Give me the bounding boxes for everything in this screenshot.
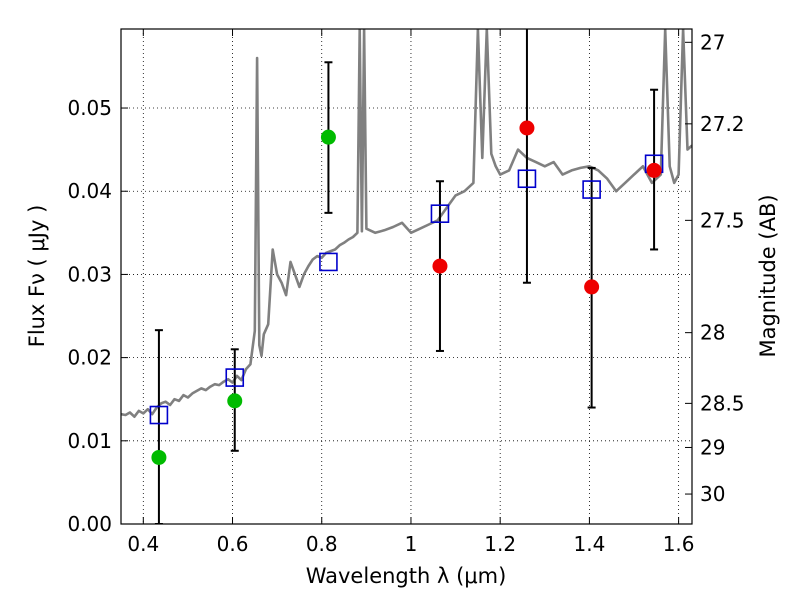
right-tick-label: 30 — [700, 482, 725, 506]
x-tick-label: 0.8 — [306, 532, 338, 556]
data-point-red — [432, 258, 448, 274]
y-tick-label: 0.00 — [67, 512, 112, 536]
model-square — [149, 405, 169, 425]
data-point-red — [584, 279, 600, 295]
model-square — [430, 204, 450, 223]
x-axis-label: Wavelength λ (μm) — [306, 564, 507, 588]
right-tick-label: 27.2 — [700, 112, 745, 136]
data-point-green — [151, 449, 167, 465]
model-square — [225, 368, 245, 387]
right-tick-label: 27 — [700, 30, 725, 54]
y-tick-label: 0.05 — [67, 96, 112, 120]
data-point-green — [320, 129, 336, 145]
x-tick-label: 1 — [405, 532, 418, 556]
data-point-red — [646, 162, 662, 178]
y-tick-label: 0.02 — [67, 346, 112, 370]
plot-frame — [120, 28, 693, 525]
x-tick-label: 0.6 — [217, 532, 249, 556]
y-tick-label: 0.03 — [67, 262, 112, 286]
right-axis-label: Magnitude (AB) — [756, 194, 780, 357]
right-tick-label: 27.5 — [700, 208, 745, 232]
right-tick-label: 28 — [700, 321, 725, 345]
x-tick-label: 1.6 — [663, 532, 695, 556]
x-tick-label: 1.2 — [484, 532, 516, 556]
data-layer — [121, 29, 692, 524]
y-tick-label: 0.04 — [67, 179, 112, 203]
right-tick-label: 28.5 — [700, 391, 745, 415]
x-tick-label: 1.4 — [573, 532, 605, 556]
y-axis-label: Flux Fν ( μJy ) — [25, 205, 49, 348]
plot-background — [121, 29, 692, 524]
data-point-green — [227, 393, 243, 409]
model-square — [582, 180, 601, 199]
model-square — [517, 169, 537, 189]
data-point-red — [519, 120, 535, 136]
spectrum-line — [121, 29, 692, 419]
y-tick-label: 0.01 — [67, 429, 112, 453]
grid — [121, 29, 692, 525]
ticks: 0.4 0.6 0.8 1 1.2 1.4 1.6 0.00 0.01 0.02 0.03 0.04 0… — [67, 29, 745, 556]
x-tick-label: 0.4 — [127, 532, 159, 556]
right-tick-label: 29 — [700, 435, 725, 459]
model-square — [319, 252, 338, 272]
